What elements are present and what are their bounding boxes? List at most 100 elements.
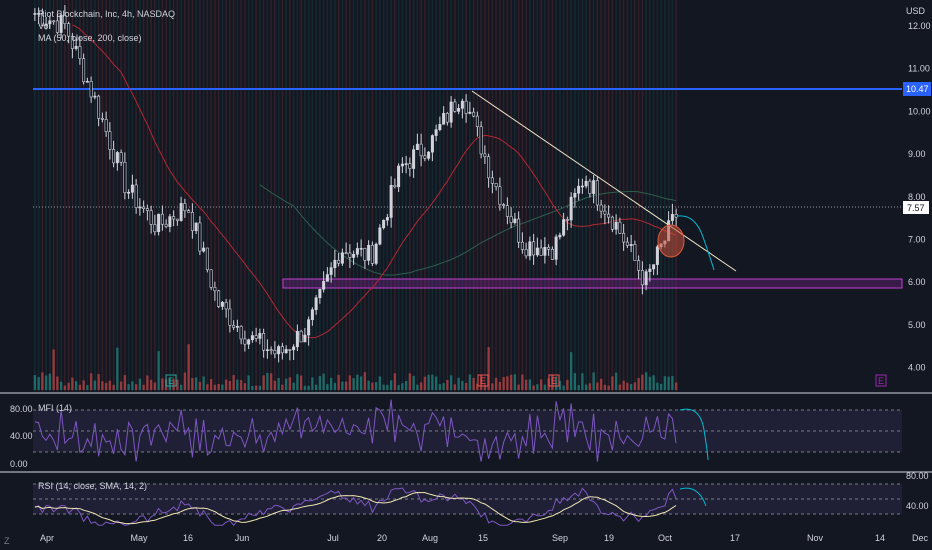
ma200-line <box>259 184 677 276</box>
candle-body-98 <box>400 163 404 167</box>
volume-bar-122 <box>491 383 494 390</box>
earnings-badge-4[interactable]: E <box>875 374 887 387</box>
volume-bar-20 <box>108 380 112 390</box>
volume-bar-52 <box>228 380 232 390</box>
volume-bar-7 <box>59 381 63 390</box>
volume-bar-95 <box>389 380 393 390</box>
volume-bar-43 <box>194 377 198 390</box>
time-axis[interactable]: Apr May 16 Jun Jul 20 Aug 15 Sep 19 Oct 17 Nov 14 Dec <box>40 533 929 543</box>
time-tick-11: 17 <box>730 533 740 543</box>
candle-body-129 <box>517 218 521 243</box>
candle-body-9 <box>67 23 71 37</box>
volume-bar-65 <box>277 377 280 390</box>
mfi-axis: 80.00 40.00 0.00 <box>10 404 33 469</box>
candle-body-161 <box>637 260 641 271</box>
volume-bar-15 <box>89 373 93 390</box>
support-zone[interactable] <box>282 278 903 289</box>
time-tick-9: 19 <box>604 533 614 543</box>
candle-body-158 <box>625 241 629 246</box>
candle-body-141 <box>562 219 566 236</box>
candle-body-87 <box>359 248 363 250</box>
volume-bar-10 <box>71 377 74 390</box>
candle-body-136 <box>543 246 547 256</box>
descending-trendline[interactable] <box>471 90 737 272</box>
highlight-ellipse[interactable] <box>657 224 685 258</box>
volume-bar-157 <box>622 380 625 390</box>
candle-body-124 <box>498 186 502 205</box>
volume-bar-135 <box>539 379 543 390</box>
volume-bar-132 <box>528 379 532 390</box>
volume-bar-75 <box>314 384 318 390</box>
volume-bar-168 <box>663 376 667 390</box>
candle-body-75 <box>314 297 318 311</box>
volume-bar-18 <box>101 381 104 390</box>
time-tick-5: 20 <box>377 533 387 543</box>
volume-bar-105 <box>427 374 430 390</box>
volume-bar-116 <box>468 374 472 390</box>
volume-bar-50 <box>221 384 224 390</box>
volume-bar-4 <box>48 373 52 390</box>
candle-body-145 <box>577 185 581 194</box>
price-tick-2: 10.00 <box>908 106 931 116</box>
mfi-tick-80: 80.00 <box>10 404 33 414</box>
earnings-badge-3[interactable]: E <box>548 374 560 387</box>
candle-body-58 <box>250 335 254 341</box>
candle-body-20 <box>108 131 112 150</box>
candle-body-14 <box>85 81 89 83</box>
volume-bar-107 <box>434 376 438 390</box>
candle-body-160 <box>633 244 637 261</box>
earnings-badge-4-label: E <box>878 376 884 386</box>
candle-body-120 <box>483 153 487 157</box>
volume-bar-108 <box>438 384 442 390</box>
volume-bar-38 <box>176 379 179 390</box>
candle-body-113 <box>457 108 461 112</box>
volume-bar-146 <box>581 373 584 390</box>
candle-body-2 <box>40 13 44 26</box>
candle-body-8 <box>63 15 67 24</box>
candle-body-72 <box>303 334 307 343</box>
candle-body-104 <box>423 155 427 159</box>
volume-bar-154 <box>611 376 614 390</box>
candle-body-78 <box>325 274 329 282</box>
volume-bar-51 <box>224 379 228 390</box>
candles <box>33 5 678 363</box>
volume-bar-141 <box>562 385 565 390</box>
volume-bar-118 <box>476 383 479 390</box>
candle-body-117 <box>472 111 476 117</box>
timezone-icon[interactable]: Z <box>4 536 10 546</box>
price-axis[interactable]: 12.00 11.00 10.00 9.00 8.00 7.00 6.00 5.00 4.00 <box>908 21 931 373</box>
price-tick-1: 11.00 <box>908 64 930 74</box>
candle-body-116 <box>468 111 472 114</box>
volume-bar-169 <box>667 376 670 390</box>
candle-body-128 <box>513 218 517 224</box>
volume-bar-44 <box>198 381 202 390</box>
candle-body-44 <box>198 222 202 252</box>
volume-bar-111 <box>449 375 453 390</box>
candle-body-119 <box>479 126 483 155</box>
volume-bar-30 <box>146 375 149 390</box>
candle-body-43 <box>194 222 198 232</box>
candle-body-26 <box>130 184 134 193</box>
volume-bar-120 <box>483 384 487 390</box>
volume-bar-62 <box>266 372 269 390</box>
candle-body-3 <box>44 23 48 26</box>
earnings-badge-2[interactable]: E <box>477 374 489 387</box>
candle-body-152 <box>603 210 607 215</box>
candle-body-48 <box>213 287 217 292</box>
legend-mfi: MFI (14) <box>38 403 73 413</box>
volume-bar-103 <box>419 382 423 390</box>
rsi-projection <box>679 487 707 507</box>
volume-bar-114 <box>461 381 464 390</box>
candle-body-130 <box>520 241 524 250</box>
volume-bar-42 <box>191 378 194 390</box>
candle-body-15 <box>89 81 93 98</box>
volume-bar-144 <box>573 373 577 390</box>
candle-body-131 <box>524 249 528 257</box>
candle-body-112 <box>453 101 457 112</box>
earnings-badge-1[interactable]: E <box>165 374 177 387</box>
volume-bar-74 <box>311 377 314 390</box>
volume-bar-98 <box>401 383 404 390</box>
candle-body-41 <box>187 210 191 213</box>
candle-body-165 <box>652 264 656 270</box>
